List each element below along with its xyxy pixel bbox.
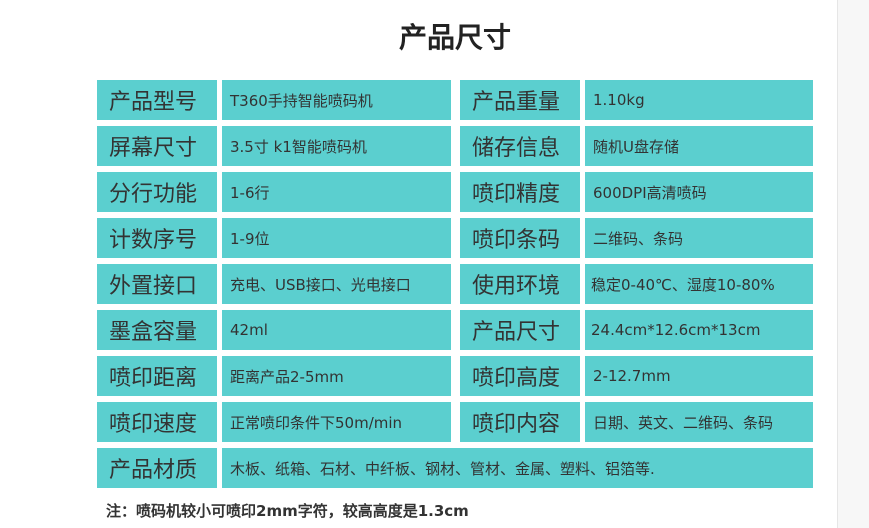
spec-label: 喷印内容 <box>460 402 580 442</box>
spec-value: 3.5寸 k1智能喷码机 <box>222 126 451 166</box>
side-panel <box>837 0 869 528</box>
spec-label: 喷印条码 <box>460 218 580 258</box>
spec-label: 喷印距离 <box>97 356 217 396</box>
spec-value: 随机U盘存储 <box>585 126 813 166</box>
spec-label: 屏幕尺寸 <box>97 126 217 166</box>
spec-label: 产品重量 <box>460 80 580 120</box>
spec-label: 计数序号 <box>97 218 217 258</box>
spec-value: 距离产品2-5mm <box>222 356 451 396</box>
spec-label: 储存信息 <box>460 126 580 166</box>
spec-value: 24.4cm*12.6cm*13cm <box>585 310 813 350</box>
spec-label: 外置接口 <box>97 264 217 304</box>
spec-label: 产品材质 <box>97 448 217 488</box>
spec-label: 喷印精度 <box>460 172 580 212</box>
spec-value: 1-9位 <box>222 218 451 258</box>
spec-label: 喷印速度 <box>97 402 217 442</box>
spec-value: 二维码、条码 <box>585 218 813 258</box>
footnote: 注：喷码机较小可喷印2mm字符，较高高度是1.3cm <box>106 502 469 520</box>
spec-value: 42ml <box>222 310 451 350</box>
spec-label: 喷印高度 <box>460 356 580 396</box>
spec-value: 稳定0-40℃、湿度10-80% <box>585 264 813 304</box>
page-title: 产品尺寸 <box>398 21 511 54</box>
spec-value: 1.10kg <box>585 80 813 120</box>
spec-value: 充电、USB接口、光电接口 <box>222 264 451 304</box>
spec-value: 1-6行 <box>222 172 451 212</box>
spec-label: 产品型号 <box>97 80 217 120</box>
spec-value: 正常喷印条件下50m/min <box>222 402 451 442</box>
spec-label: 墨盒容量 <box>97 310 217 350</box>
spec-label: 产品尺寸 <box>460 310 580 350</box>
spec-label: 分行功能 <box>97 172 217 212</box>
spec-label: 使用环境 <box>460 264 580 304</box>
spec-value: 2-12.7mm <box>585 356 813 396</box>
spec-value: 日期、英文、二维码、条码 <box>585 402 813 442</box>
spec-value: T360手持智能喷码机 <box>222 80 451 120</box>
spec-value: 木板、纸箱、石材、中纤板、钢材、管材、金属、塑料、铝箔等. <box>222 448 813 488</box>
spec-value: 600DPI高清喷码 <box>585 172 813 212</box>
